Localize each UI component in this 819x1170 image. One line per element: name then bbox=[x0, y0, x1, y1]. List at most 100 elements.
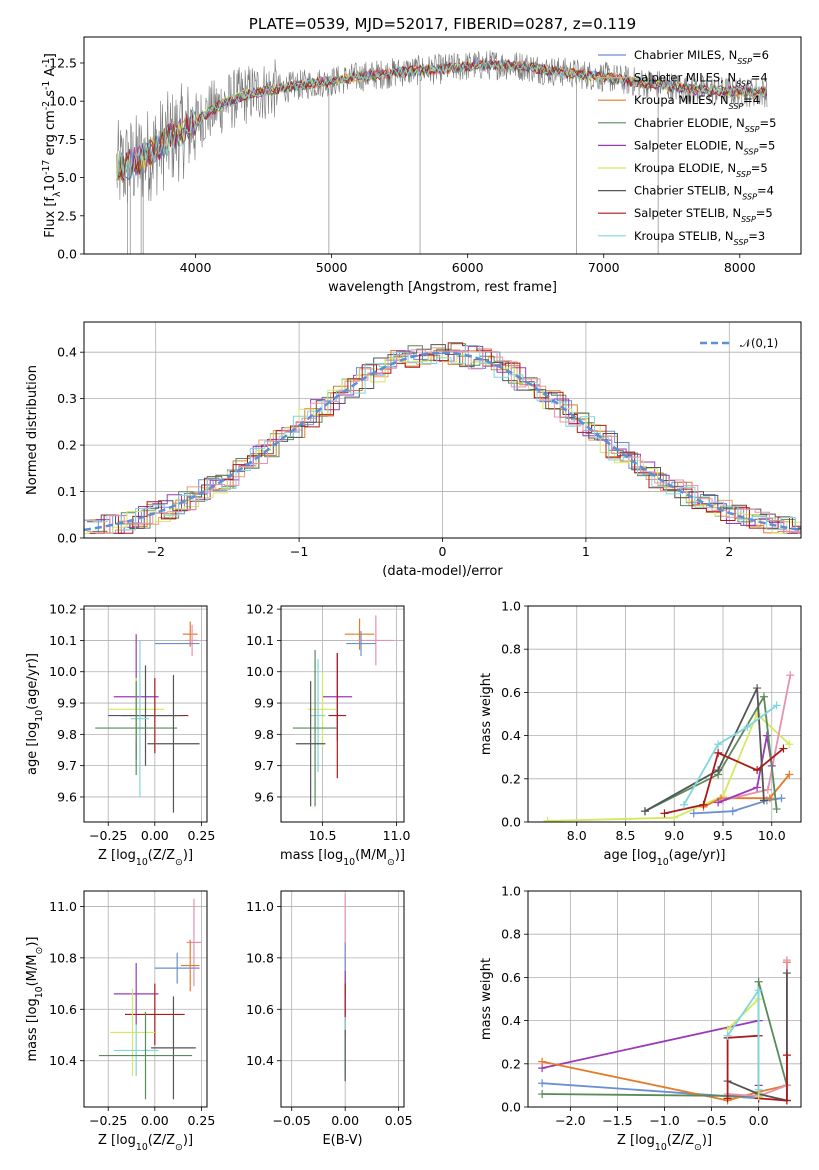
series-line bbox=[693, 797, 782, 815]
series-marker bbox=[543, 816, 552, 822]
y-tick-label: 9.9 bbox=[254, 696, 274, 711]
y-tick-label: 0.0 bbox=[57, 247, 77, 262]
data-point-7 bbox=[151, 996, 196, 1100]
data-point-5 bbox=[125, 983, 185, 1046]
data-point-6 bbox=[328, 652, 347, 779]
series-line bbox=[703, 773, 790, 808]
series-marker bbox=[762, 731, 771, 740]
x-axis-label: Z [log10(Z/Z⊙)] bbox=[98, 848, 193, 868]
weight-series-9 bbox=[723, 986, 763, 1094]
series-marker bbox=[641, 807, 649, 816]
legend-label: Chabrier ELODIE, NSSP=5 bbox=[634, 116, 776, 134]
legend: 𝒩(0,1) bbox=[700, 336, 778, 350]
series-line bbox=[683, 704, 778, 806]
series-marker bbox=[714, 766, 723, 775]
series-marker bbox=[754, 977, 763, 986]
y-tick-label: 10.8 bbox=[49, 950, 77, 965]
axes-frame bbox=[527, 605, 802, 823]
mass-weight-vs-age-panel: 8.0 8.5 9.0 9.5 10.0 0.0 0.2 0.4 0.6 0.8 1.0 age [l… bbox=[479, 599, 802, 868]
legend-label: Kroupa STELIB, NSSP=3 bbox=[634, 229, 765, 247]
y-tick-label: 9.8 bbox=[254, 727, 274, 742]
series-marker bbox=[759, 796, 768, 805]
y-tick-label: 0.6 bbox=[501, 685, 521, 700]
y-tick-label: 0.8 bbox=[501, 927, 521, 942]
x-tick-label: 11.0 bbox=[383, 828, 411, 843]
series-marker bbox=[772, 701, 781, 710]
x-tick-label: 0.05 bbox=[385, 1113, 413, 1128]
data-point-9 bbox=[95, 681, 178, 776]
residuals-panel: −2 −1 0 1 2 0.0 0.1 0.2 0.3 0.4 (data-model)/error… bbox=[25, 321, 802, 579]
y-tick-label: 0.6 bbox=[501, 970, 521, 985]
legend-label: Kroupa ELODIE, NSSP=5 bbox=[634, 161, 768, 179]
x-tick-label: 2 bbox=[725, 544, 733, 559]
y-tick-label: 5.0 bbox=[57, 170, 77, 185]
data-point-7 bbox=[108, 665, 183, 766]
mass-vs-metallicity-panel: −0.25 0.00 0.25 10.4 10.6 10.8 11.0 Z [log10(Z/… bbox=[25, 890, 215, 1153]
data-point-3 bbox=[154, 952, 200, 984]
x-tick-label: 8.0 bbox=[567, 828, 587, 843]
x-tick-label: −0.25 bbox=[89, 1113, 127, 1128]
series-marker bbox=[782, 956, 791, 965]
plot-area bbox=[84, 342, 801, 534]
y-tick-label: 0.0 bbox=[501, 1100, 521, 1115]
y-tick-label: 10.2 bbox=[246, 602, 274, 617]
series-line bbox=[644, 693, 778, 813]
data-point-10 bbox=[147, 674, 200, 813]
x-tick-label: 10.5 bbox=[309, 828, 337, 843]
y-tick-label: 2.5 bbox=[57, 208, 77, 223]
plot-area bbox=[543, 671, 795, 822]
y-axis-label: age [log10(age/yr)] bbox=[25, 653, 45, 775]
weight-series-9 bbox=[680, 701, 781, 809]
y-tick-label: 9.7 bbox=[57, 758, 77, 773]
x-tick-label: 9.0 bbox=[664, 828, 684, 843]
series-marker bbox=[723, 1094, 732, 1103]
x-axis-label: (data-model)/error bbox=[382, 564, 503, 579]
y-axis-label: mass weight bbox=[479, 958, 494, 1040]
legend-label: Salpeter MILES, NSSP=4 bbox=[634, 71, 768, 89]
series-marker bbox=[660, 809, 669, 818]
y-tick-label: 10.6 bbox=[49, 1002, 77, 1017]
x-tick-label: −0.25 bbox=[89, 828, 127, 843]
y-tick-label: 9.7 bbox=[254, 758, 274, 773]
series-marker bbox=[759, 692, 768, 701]
series-marker bbox=[728, 807, 737, 816]
x-tick-label: −2 bbox=[146, 544, 164, 559]
series-line bbox=[727, 973, 788, 1102]
y-tick-label: 10.6 bbox=[246, 1002, 274, 1017]
series-line bbox=[644, 687, 765, 812]
x-tick-label: 0.25 bbox=[187, 828, 215, 843]
residual-histogram-10 bbox=[95, 349, 801, 534]
x-tick-label: 0.00 bbox=[331, 1113, 359, 1128]
series-marker bbox=[785, 740, 794, 749]
series-marker bbox=[723, 1031, 732, 1040]
series-marker bbox=[680, 800, 688, 809]
data-point-8 bbox=[113, 1024, 159, 1077]
x-tick-label: −0.5 bbox=[696, 1113, 726, 1128]
residual-histogram-4 bbox=[92, 343, 801, 534]
series-marker bbox=[782, 969, 791, 978]
series-marker bbox=[782, 1051, 791, 1060]
legend: Chabrier MILES, NSSP=6 Salpeter MILES, NS… bbox=[598, 48, 776, 246]
y-tick-label: 10.1 bbox=[246, 633, 274, 648]
axes-frame bbox=[83, 605, 208, 823]
series-marker bbox=[779, 744, 788, 753]
plot-area bbox=[98, 898, 202, 1100]
x-tick-label: 0.00 bbox=[141, 828, 169, 843]
series-marker bbox=[714, 798, 723, 807]
axes-frame bbox=[280, 605, 405, 823]
series-marker bbox=[753, 766, 762, 775]
x-tick-label: 10.0 bbox=[758, 828, 786, 843]
series-marker bbox=[714, 748, 723, 757]
series-marker bbox=[777, 794, 786, 803]
legend-label: Salpeter ELODIE, NSSP=5 bbox=[634, 138, 775, 156]
legend-label: Chabrier STELIB, NSSP=4 bbox=[634, 184, 774, 202]
y-axis-label: Flux [fλ10-17 erg cm-2 s-1 A-1] bbox=[41, 53, 63, 238]
x-axis-label: Z [log10(Z/Z⊙)] bbox=[617, 1133, 712, 1153]
x-tick-label: −1.5 bbox=[602, 1113, 632, 1128]
y-tick-label: 11.0 bbox=[49, 899, 77, 914]
residual-histogram-9 bbox=[92, 345, 801, 532]
chart-title: PLATE=0539, MJD=52017, FIBERID=0287, z=0… bbox=[249, 15, 636, 33]
x-axis-label: wavelength [Angstrom, rest frame] bbox=[328, 280, 557, 295]
x-tick-label: 0.25 bbox=[187, 1113, 215, 1128]
x-tick-label: 8000 bbox=[724, 260, 756, 275]
